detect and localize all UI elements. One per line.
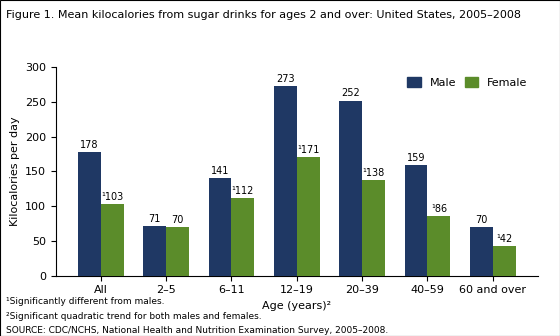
Bar: [493, 246, 516, 276]
Bar: [297, 157, 320, 276]
Bar: [78, 152, 101, 276]
Bar: [231, 198, 254, 276]
Text: ¹171: ¹171: [297, 145, 319, 155]
Legend: Male, Female: Male, Female: [403, 73, 532, 92]
Bar: [208, 178, 231, 276]
Text: 159: 159: [407, 153, 425, 163]
Text: 71: 71: [148, 214, 161, 224]
Bar: [470, 227, 493, 276]
Bar: [166, 227, 189, 276]
Text: 141: 141: [211, 166, 229, 175]
Text: SOURCE: CDC/NCHS, National Health and Nutrition Examination Survey, 2005–2008.: SOURCE: CDC/NCHS, National Health and Nu…: [6, 326, 388, 335]
Text: ¹103: ¹103: [101, 192, 123, 202]
Text: ²Significant quadratic trend for both males and females.: ²Significant quadratic trend for both ma…: [6, 312, 261, 321]
Text: 273: 273: [276, 74, 295, 84]
X-axis label: Age (years)²: Age (years)²: [262, 301, 332, 311]
Text: ¹86: ¹86: [431, 204, 447, 214]
Bar: [362, 180, 385, 276]
Text: 70: 70: [171, 215, 184, 225]
Text: ¹138: ¹138: [362, 168, 385, 178]
Bar: [143, 226, 166, 276]
Bar: [274, 86, 297, 276]
Text: 178: 178: [80, 140, 99, 150]
Text: ¹Significantly different from males.: ¹Significantly different from males.: [6, 297, 164, 306]
Text: Figure 1. Mean kilocalories from sugar drinks for ages 2 and over: United States: Figure 1. Mean kilocalories from sugar d…: [6, 10, 521, 20]
Text: ¹112: ¹112: [232, 186, 254, 196]
Text: 252: 252: [342, 88, 360, 98]
Bar: [427, 216, 450, 276]
Y-axis label: Kilocalories per day: Kilocalories per day: [10, 117, 20, 226]
Bar: [101, 204, 124, 276]
Bar: [405, 165, 427, 276]
Text: ¹42: ¹42: [496, 234, 512, 244]
Bar: [339, 100, 362, 276]
Text: 70: 70: [475, 215, 488, 225]
